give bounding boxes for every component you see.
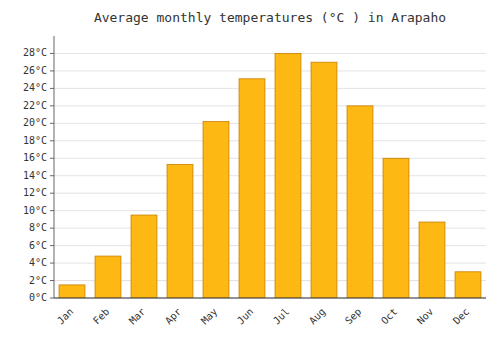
y-tick: [50, 280, 54, 281]
x-tick-label: Jun: [235, 306, 256, 327]
chart: Average monthly temperatures (°C ) in Ar…: [0, 0, 500, 350]
title: Average monthly temperatures (°C ) in Ar…: [94, 10, 446, 25]
x-tick-label: May: [199, 306, 220, 327]
y-axis: 0°C 2°C 4°C 6°C 8°C 10°C 12°C 14°C 16°C 18°C 20°C 2…: [23, 36, 54, 303]
x-tick-label: Jul: [271, 306, 292, 327]
grid-line: [54, 70, 486, 71]
x-tick-label: Feb: [91, 306, 112, 327]
y-tick-label: 14°C: [23, 170, 47, 181]
y-tick: [50, 263, 54, 264]
bar: [275, 53, 301, 298]
x-tick-label: Aug: [307, 306, 328, 327]
y-tick-label: 22°C: [23, 100, 47, 111]
x-tick-label: Jan: [55, 306, 76, 327]
y-tick: [50, 158, 54, 159]
grid-line: [54, 193, 486, 194]
y-tick: [50, 175, 54, 176]
y-tick-label: 18°C: [23, 135, 47, 146]
bar: [347, 106, 373, 298]
y-tick-label: 0°C: [29, 292, 47, 303]
y-tick-label: 10°C: [23, 205, 47, 216]
x-tick-label: Oct: [379, 306, 400, 327]
bar: [95, 256, 121, 298]
bar: [239, 79, 265, 298]
x-tick-label: Mar: [127, 306, 148, 327]
bar: [455, 272, 481, 298]
bar: [167, 164, 193, 298]
chart-container: Average monthly temperatures (°C ) in Ar…: [0, 0, 500, 350]
x-axis-line: [54, 298, 486, 299]
y-tick: [50, 210, 54, 211]
bar: [311, 62, 337, 298]
grid-line: [54, 158, 486, 159]
bar: [203, 122, 229, 298]
bars: [59, 53, 481, 298]
y-tick-label: 16°C: [23, 152, 47, 163]
x-tick-label: Sep: [343, 306, 364, 327]
x-tick-label: Dec: [451, 306, 472, 327]
grid-line: [54, 105, 486, 106]
y-tick-label: 12°C: [23, 187, 47, 198]
bar: [419, 222, 445, 298]
y-tick: [50, 298, 54, 299]
grid-line: [54, 53, 486, 54]
y-tick: [50, 140, 54, 141]
grid-line: [54, 140, 486, 141]
grid: [54, 53, 486, 298]
grid-line: [54, 210, 486, 211]
bar: [59, 285, 85, 298]
y-tick: [50, 123, 54, 124]
bar: [131, 215, 157, 298]
grid-line: [54, 298, 486, 299]
y-tick-label: 4°C: [29, 257, 47, 268]
y-tick: [50, 105, 54, 106]
grid-line: [54, 175, 486, 176]
y-tick: [50, 245, 54, 246]
y-tick-label: 2°C: [29, 275, 47, 286]
bar: [383, 158, 409, 298]
y-tick: [50, 53, 54, 54]
y-tick-label: 8°C: [29, 222, 47, 233]
y-tick-label: 28°C: [23, 47, 47, 58]
y-tick-label: 26°C: [23, 65, 47, 76]
y-tick-label: 24°C: [23, 82, 47, 93]
y-tick-label: 6°C: [29, 240, 47, 251]
x-tick-label: Apr: [163, 306, 184, 327]
x-axis: Jan Feb Mar Apr May Jun Jul Aug Sep Oct Nov Dec: [54, 298, 486, 326]
y-tick: [50, 228, 54, 229]
y-axis-line: [54, 36, 55, 298]
grid-line: [54, 88, 486, 89]
x-tick-label: Nov: [415, 306, 436, 327]
y-tick: [50, 193, 54, 194]
y-tick-label: 20°C: [23, 117, 47, 128]
y-tick: [50, 70, 54, 71]
grid-line: [54, 123, 486, 124]
y-tick: [50, 88, 54, 89]
